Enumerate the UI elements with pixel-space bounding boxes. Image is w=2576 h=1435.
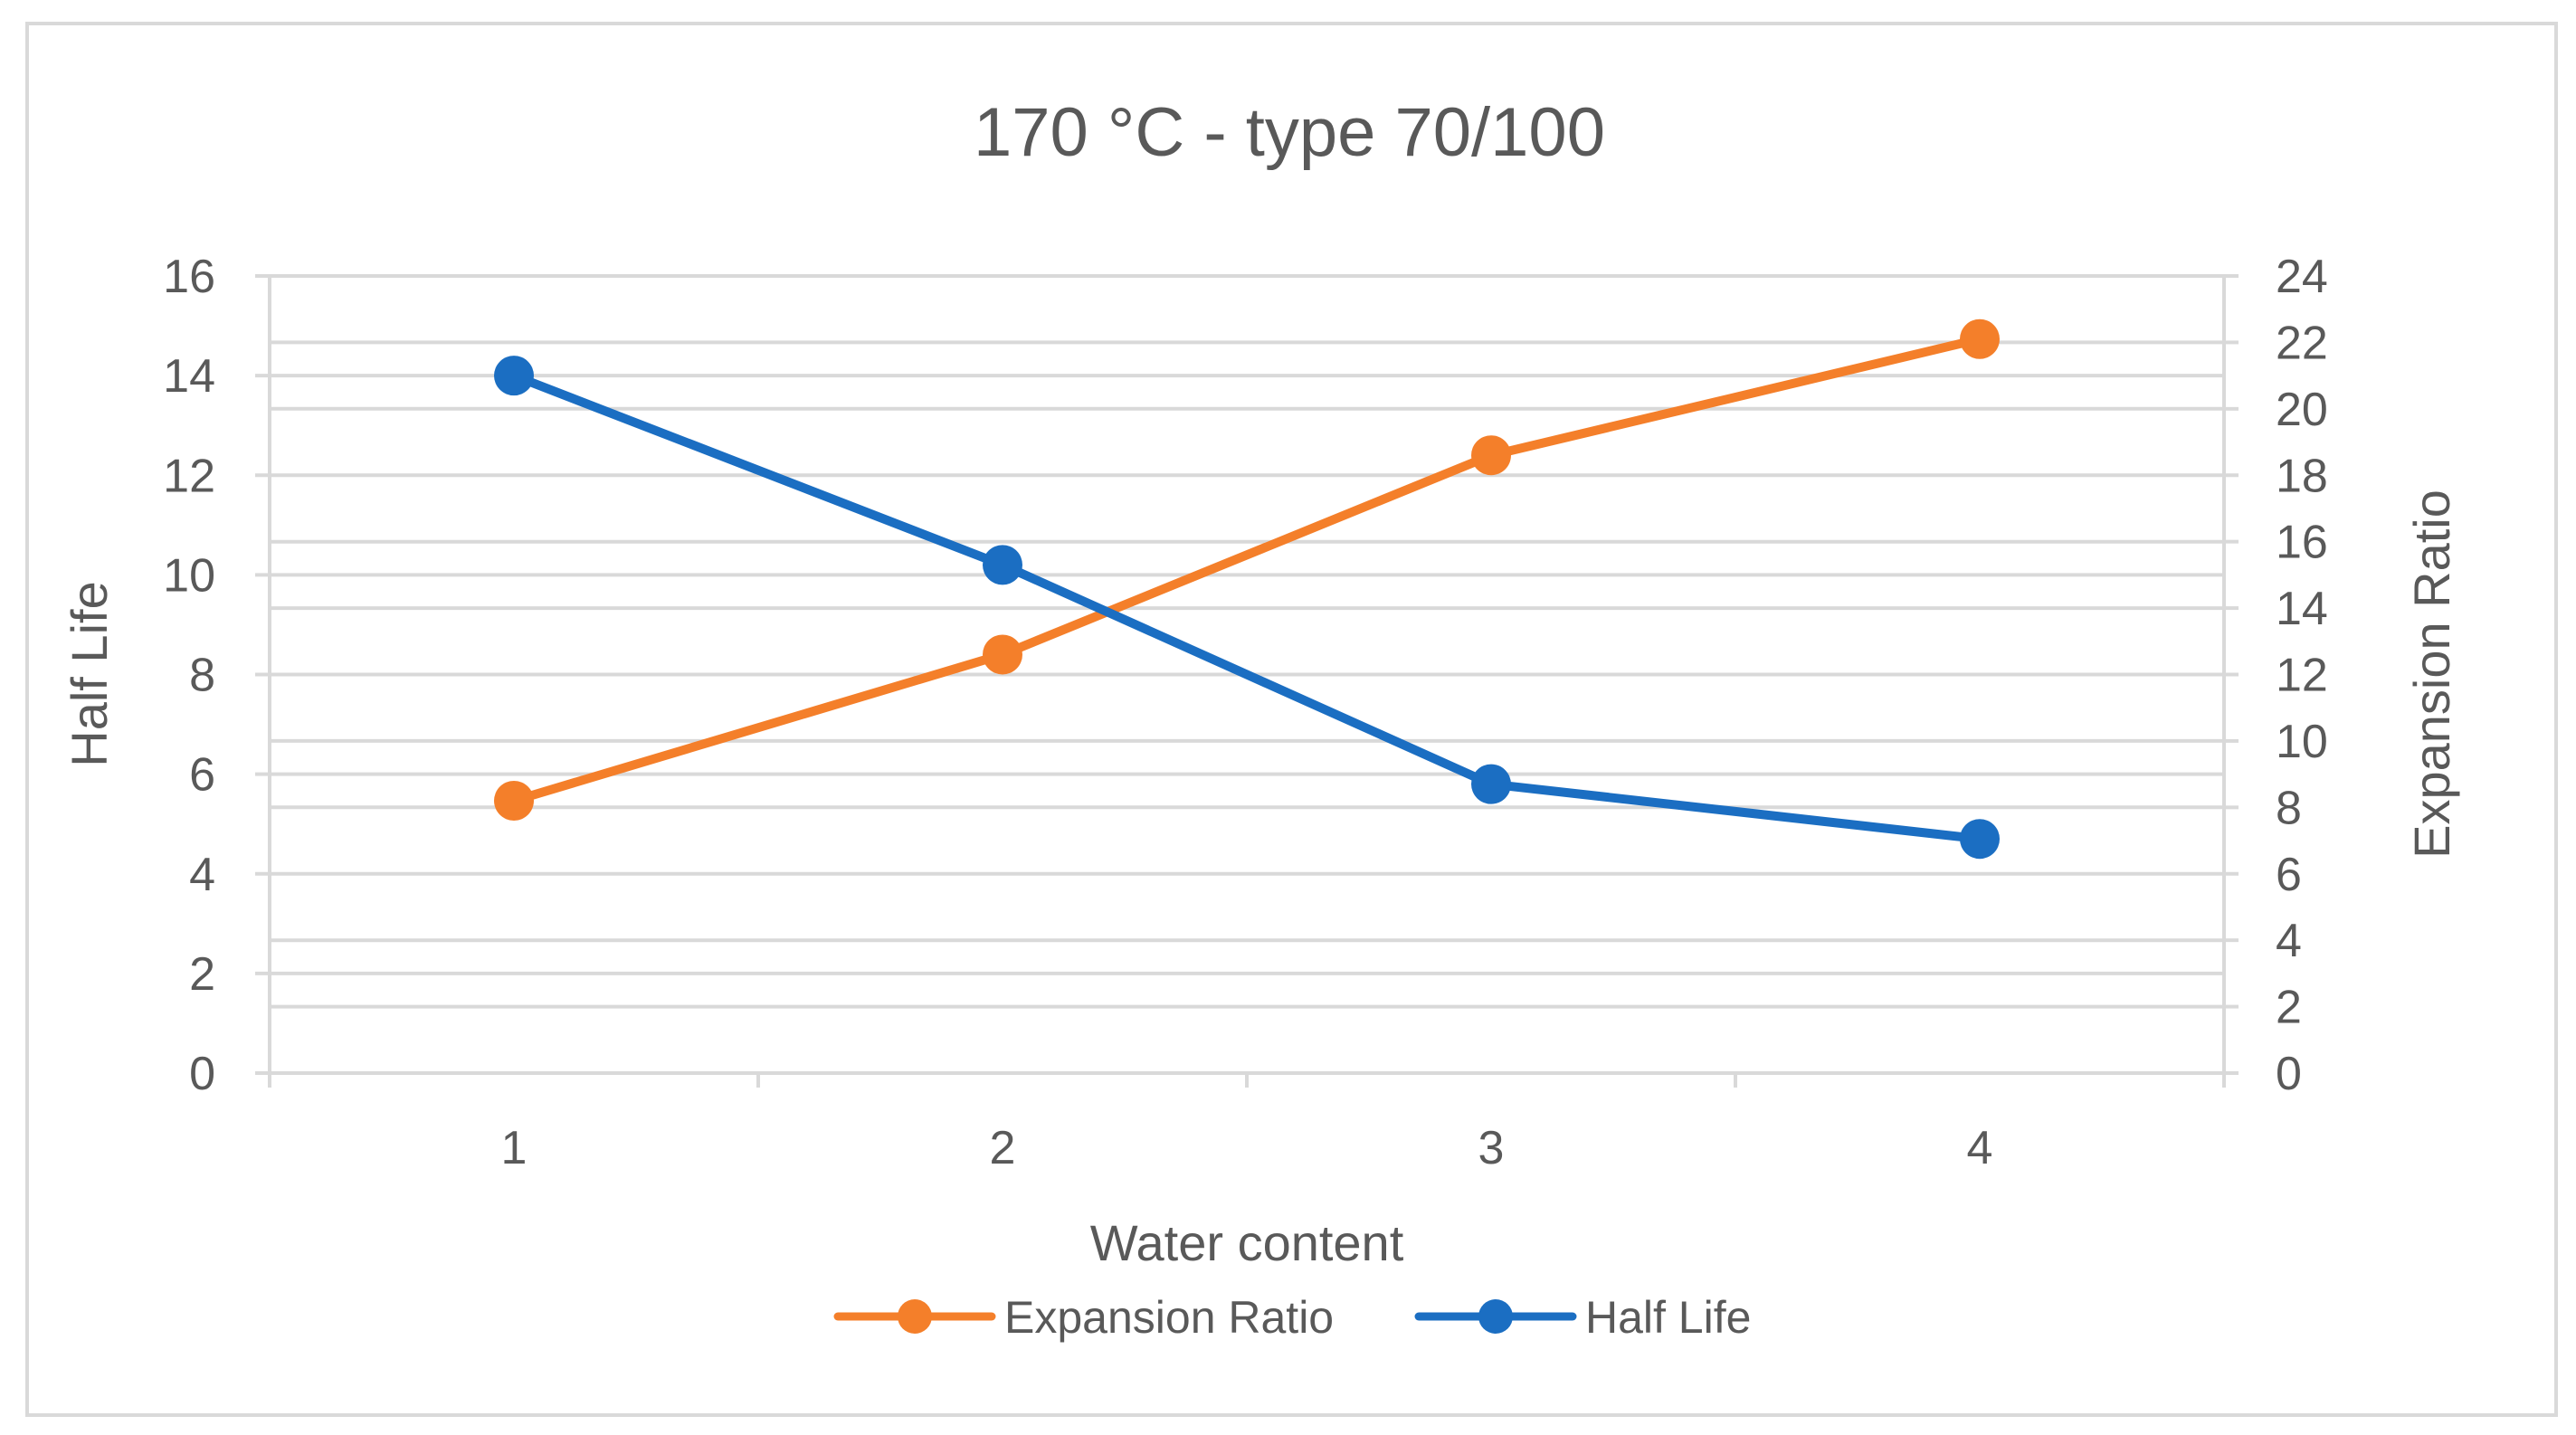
y-left-tick-label: 2 xyxy=(189,948,215,1001)
axes xyxy=(255,274,2239,1088)
legend: Expansion Ratio Half Life xyxy=(833,1292,1751,1343)
y-right-tick-label: 14 xyxy=(2276,583,2328,635)
data-point-expansion-ratio xyxy=(1471,435,1511,476)
y-left-tick-label: 0 xyxy=(189,1048,215,1100)
y-right-tick-label: 18 xyxy=(2276,450,2328,502)
x-tick-label: 3 xyxy=(1478,1122,1505,1174)
series-expansion-ratio xyxy=(494,318,2000,821)
legend-marker-half-life xyxy=(1478,1299,1513,1334)
y-right-tick-label: 12 xyxy=(2276,650,2328,702)
y-left-tick-label: 4 xyxy=(189,849,215,901)
legend-item-expansion-ratio: Expansion Ratio xyxy=(833,1292,1334,1343)
y-right-tick-label: 16 xyxy=(2276,517,2328,569)
y-right-tick-label: 10 xyxy=(2276,716,2328,768)
y-left-tick-label: 12 xyxy=(163,450,215,502)
series-half-life xyxy=(494,356,2000,860)
legend-label-expansion-ratio: Expansion Ratio xyxy=(1004,1292,1334,1343)
y-right-tick-label: 20 xyxy=(2276,384,2328,436)
chart-frame xyxy=(25,22,2558,1417)
y-right-tick-label: 22 xyxy=(2276,317,2328,369)
y-right-tick-label: 6 xyxy=(2276,849,2302,901)
chart-title: 170 °C - type 70/100 xyxy=(974,94,1605,171)
series xyxy=(494,318,2000,860)
y-right-tick-label: 2 xyxy=(2276,982,2302,1034)
series-line-half-life xyxy=(509,371,1984,844)
data-point-expansion-ratio xyxy=(1960,318,2000,359)
data-point-half-life xyxy=(1960,819,2000,860)
left-axis-tick-labels: 0 2 4 6 8 10 12 14 16 xyxy=(163,251,215,1100)
x-tick-label: 1 xyxy=(501,1122,528,1174)
y-right-tick-label: 0 xyxy=(2276,1048,2302,1100)
x-tick-label: 2 xyxy=(990,1122,1016,1174)
y-right-tick-label: 4 xyxy=(2276,915,2302,967)
y-axis-left-label: Half Life xyxy=(61,581,118,766)
legend-item-half-life: Half Life xyxy=(1414,1292,1751,1343)
y-left-tick-label: 10 xyxy=(163,549,215,602)
y-left-tick-label: 14 xyxy=(163,350,215,403)
legend-label-half-life: Half Life xyxy=(1585,1292,1751,1343)
legend-marker-expansion-ratio xyxy=(898,1299,932,1334)
y-right-tick-label: 24 xyxy=(2276,251,2328,303)
y-right-tick-label: 8 xyxy=(2276,782,2302,834)
data-point-expansion-ratio xyxy=(494,780,534,821)
y-left-tick-label: 8 xyxy=(189,650,215,702)
series-line-expansion-ratio xyxy=(509,334,1984,805)
y-axis-right-label: Expansion Ratio xyxy=(2403,489,2460,859)
data-point-half-life xyxy=(983,545,1022,585)
y-left-tick-label: 16 xyxy=(163,251,215,303)
y-left-tick-label: 6 xyxy=(189,749,215,802)
data-point-expansion-ratio xyxy=(983,634,1022,675)
x-axis-label: Water content xyxy=(1090,1214,1404,1271)
x-axis-tick-labels: 1 2 3 4 xyxy=(501,1122,1993,1174)
data-point-half-life xyxy=(1471,764,1511,804)
data-point-half-life xyxy=(494,356,534,396)
x-tick-label: 4 xyxy=(1967,1122,1993,1174)
